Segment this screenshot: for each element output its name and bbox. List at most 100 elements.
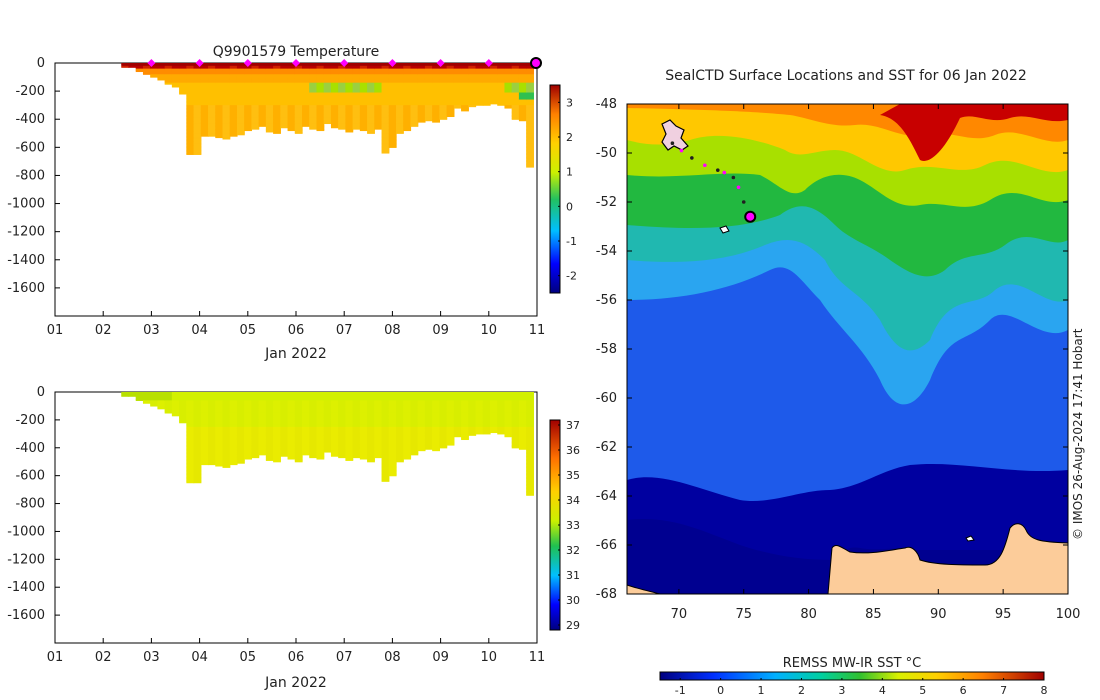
profile-cell (381, 93, 390, 96)
profile-cell (359, 397, 368, 400)
y-tick-label: -1600 (7, 608, 45, 623)
profile-cell (424, 419, 433, 422)
profile-cell (330, 436, 339, 439)
profile-cell (475, 404, 484, 407)
profile-cell (338, 397, 347, 400)
profile-cell (244, 127, 253, 130)
profile-cell (475, 89, 484, 92)
profile-cell (121, 64, 130, 67)
profile-cell (468, 68, 477, 71)
profile-cell (381, 447, 390, 450)
profile-cell (446, 411, 455, 414)
profile-cell (251, 64, 260, 67)
profile-cell (287, 67, 296, 70)
profile-cell (490, 81, 498, 84)
profile-cell (294, 96, 303, 99)
profile-cell (367, 431, 375, 434)
profile-cell (236, 450, 245, 453)
profile-cell (374, 91, 383, 94)
profile-cell (352, 120, 361, 123)
profile-cell (381, 467, 390, 470)
profile-cell (482, 424, 491, 427)
profile-cell (338, 419, 347, 422)
profile-cell (403, 442, 412, 445)
profile-cell (258, 393, 267, 396)
profile-cell (316, 71, 325, 74)
profile-cell (417, 91, 426, 94)
profile-cell (504, 102, 513, 105)
profile-cell (403, 124, 412, 127)
profile-cell (309, 124, 318, 127)
profile-cell (244, 91, 253, 94)
profile-cell (490, 422, 498, 425)
profile-cell (179, 401, 187, 404)
profile-cell (468, 397, 477, 400)
profile-cell (200, 419, 209, 422)
profile-cell (424, 91, 433, 94)
profile-cell (280, 442, 289, 445)
profile-cell (236, 75, 245, 78)
profile-cell (294, 417, 303, 420)
profile-cell (302, 422, 310, 425)
profile-cell (417, 400, 426, 403)
profile-cell (381, 115, 390, 118)
profile-cell (244, 449, 253, 452)
profile-cell (287, 405, 296, 408)
profile-cell (302, 425, 310, 428)
profile-cell (504, 422, 513, 425)
profile-cell (200, 72, 209, 75)
profile-cell (330, 451, 339, 454)
profile-cell (236, 65, 245, 68)
profile-cell (323, 96, 332, 99)
profile-cell (186, 468, 195, 471)
profile-cell (468, 393, 477, 396)
profile-cell (374, 435, 383, 438)
profile-cell (403, 115, 412, 118)
profile-cell (193, 123, 202, 126)
profile-cell (439, 401, 448, 404)
profile-cell (287, 85, 296, 88)
profile-cell (323, 444, 332, 447)
profile-cell (236, 112, 245, 115)
profile-cell (417, 397, 426, 400)
profile-cell (482, 405, 491, 408)
profile-cell (374, 89, 383, 92)
profile-cell (338, 68, 347, 71)
profile-cell (229, 419, 238, 422)
profile-cell (453, 414, 462, 417)
profile-cell (316, 119, 325, 122)
profile-cell (381, 478, 390, 481)
profile-cell (229, 84, 238, 87)
profile-cell (193, 67, 202, 70)
profile-cell (367, 414, 375, 417)
profile-cell (403, 84, 412, 87)
profile-cell (526, 112, 534, 115)
profile-cell (475, 81, 484, 84)
x-tick-label: 08 (384, 650, 401, 665)
profile-cell (323, 431, 332, 434)
profile-cell (526, 463, 534, 466)
profile-cell (526, 126, 534, 129)
profile-cell (468, 95, 477, 98)
profile-cell (439, 89, 448, 92)
profile-cell (345, 407, 354, 410)
profile-cell (294, 428, 303, 431)
profile-cell (526, 479, 534, 482)
profile-cell (302, 417, 310, 420)
profile-cell (417, 442, 426, 445)
profile-cell (490, 84, 498, 87)
profile-cell (432, 84, 440, 87)
profile-cell (417, 78, 426, 81)
profile-cell (200, 106, 209, 109)
profile-cell (316, 92, 325, 95)
profile-cell (294, 398, 303, 401)
profile-cell (273, 438, 281, 441)
profile-cell (396, 123, 404, 126)
profile-cell (222, 412, 231, 415)
profile-cell (367, 95, 375, 98)
profile-cell (222, 440, 231, 443)
profile-cell (461, 424, 469, 427)
profile-cell (258, 81, 267, 84)
profile-cell (352, 450, 361, 453)
profile-cell (381, 102, 390, 105)
